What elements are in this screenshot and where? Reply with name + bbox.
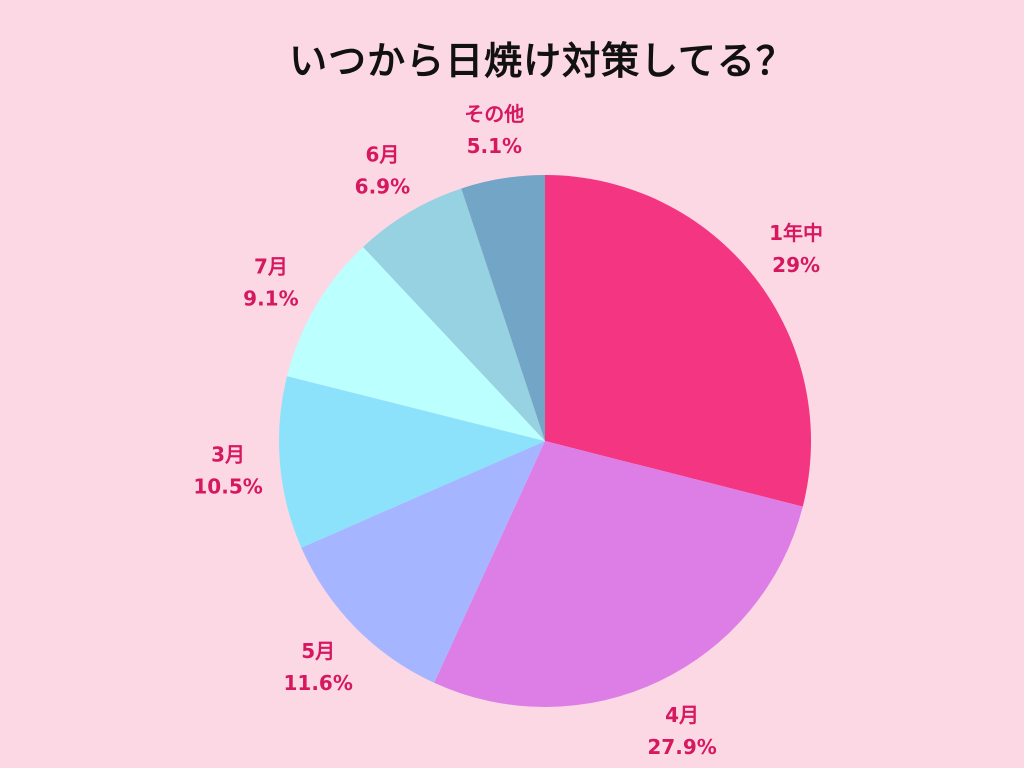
slice-label: 5月 11.6%	[284, 639, 353, 695]
slice-category-label: 1年中	[769, 221, 823, 245]
pie-slice	[301, 441, 545, 683]
slice-value-label: 6.9%	[355, 175, 410, 199]
slice-label: 3月 10.5%	[193, 442, 262, 498]
slice-label: 6月 6.9%	[355, 143, 410, 199]
slice-category-label: 5月	[301, 639, 335, 663]
slice-category-label: 4月	[665, 703, 699, 727]
slice-label: 1年中 29%	[769, 221, 823, 277]
slice-value-label: 10.5%	[193, 474, 262, 498]
pie-slice	[545, 175, 811, 507]
slice-label: その他 5.1%	[464, 102, 524, 158]
pie-slice	[461, 174, 545, 441]
slice-value-label: 29%	[772, 253, 820, 277]
slice-category-label: その他	[464, 102, 524, 126]
slice-value-label: 5.1%	[467, 134, 522, 158]
slice-category-label: 3月	[211, 442, 245, 466]
pie-slice	[287, 246, 545, 441]
slice-value-label: 11.6%	[284, 671, 353, 695]
slice-value-label: 9.1%	[243, 287, 298, 311]
slice-label: 4月 27.9%	[647, 703, 716, 759]
pie-slice	[278, 376, 545, 548]
slice-category-label: 7月	[254, 255, 288, 279]
slice-label: 7月 9.1%	[243, 255, 298, 311]
chart-title: いつから日焼け対策してる？	[289, 39, 795, 83]
slice-value-label: 27.9%	[647, 735, 716, 759]
pie-slice	[363, 188, 545, 441]
slice-category-label: 6月	[365, 143, 399, 167]
pie-slice	[434, 441, 803, 707]
